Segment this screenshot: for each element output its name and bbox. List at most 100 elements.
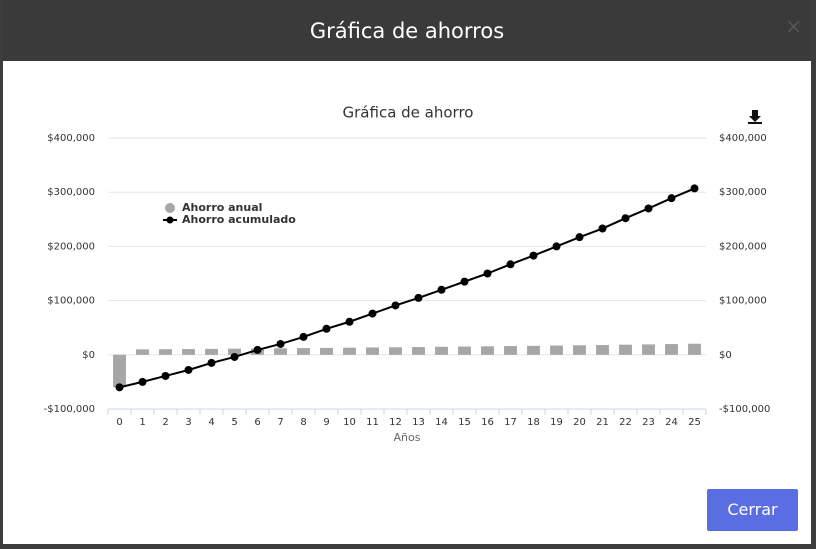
x-tick-label: 13 xyxy=(412,417,425,428)
legend-marker xyxy=(166,216,174,224)
bar xyxy=(113,354,126,388)
point xyxy=(529,251,538,260)
legend-marker xyxy=(165,203,175,213)
bar xyxy=(389,347,402,355)
point xyxy=(621,214,630,223)
x-tick-label: 21 xyxy=(596,417,609,428)
bar xyxy=(182,349,195,355)
x-tick-label: 15 xyxy=(458,417,471,428)
point xyxy=(506,260,515,269)
x-tick-label: 7 xyxy=(277,417,283,428)
point xyxy=(575,233,584,242)
point xyxy=(644,204,653,213)
x-axis-label: Años xyxy=(394,431,421,444)
point xyxy=(437,285,446,294)
x-tick-label: 24 xyxy=(665,417,678,428)
y-tick-label: $300,000 xyxy=(47,187,95,198)
x-tick-label: 14 xyxy=(435,417,448,428)
point xyxy=(138,377,147,386)
x-tick-label: 20 xyxy=(573,417,586,428)
x-tick-label: 12 xyxy=(389,417,402,428)
bar xyxy=(573,345,586,355)
grid xyxy=(108,137,706,410)
point xyxy=(414,293,423,302)
x-tick-label: 16 xyxy=(481,417,494,428)
x-tick-label: 3 xyxy=(185,417,191,428)
chart-title: Gráfica de ahorro xyxy=(343,104,474,122)
y2-tick-label: $100,000 xyxy=(719,296,767,307)
x-tick-label: 2 xyxy=(162,417,168,428)
y-tick-label: $200,000 xyxy=(47,241,95,252)
bar xyxy=(642,344,655,355)
bar xyxy=(435,346,448,355)
bar xyxy=(596,344,609,355)
point xyxy=(552,242,561,251)
point xyxy=(253,345,262,354)
y-tick-label: $400,000 xyxy=(47,133,95,144)
x-tick-label: 5 xyxy=(231,417,237,428)
x-tick-label: 10 xyxy=(343,417,356,428)
x-tick-label: 9 xyxy=(323,417,329,428)
x-tick-label: 18 xyxy=(527,417,540,428)
point xyxy=(322,324,331,333)
point xyxy=(391,301,400,310)
point xyxy=(184,365,193,374)
point xyxy=(667,194,676,203)
download-icon[interactable] xyxy=(748,110,762,124)
x-tick-label: 17 xyxy=(504,417,517,428)
x-tick-label: 19 xyxy=(550,417,563,428)
point xyxy=(690,184,699,193)
x-tick-label: 25 xyxy=(688,417,701,428)
bar xyxy=(343,347,356,355)
y-tick-label: -$100,000 xyxy=(44,404,95,415)
y-tick-label: $100,000 xyxy=(47,296,95,307)
point xyxy=(161,371,170,380)
point xyxy=(483,269,492,278)
y-tick-label: $0 xyxy=(82,350,95,361)
bar xyxy=(228,348,241,355)
bar xyxy=(159,349,172,355)
y2-tick-label: $0 xyxy=(719,350,732,361)
close-button[interactable]: × xyxy=(785,14,802,38)
x-tick-label: 1 xyxy=(139,417,145,428)
bar xyxy=(297,348,310,355)
point xyxy=(276,339,285,348)
x-tick-label: 4 xyxy=(208,417,214,428)
y2-tick-label: $400,000 xyxy=(719,133,767,144)
point xyxy=(207,358,216,367)
point xyxy=(299,332,308,341)
x-tick-label: 23 xyxy=(642,417,655,428)
bar xyxy=(458,346,471,355)
modal-title: Gráfica de ahorros xyxy=(3,0,811,61)
y2-tick-label: $200,000 xyxy=(719,241,767,252)
bar xyxy=(504,346,517,355)
bar xyxy=(688,343,701,355)
point xyxy=(230,352,239,361)
bar xyxy=(136,349,149,355)
bar xyxy=(481,346,494,355)
point xyxy=(345,317,354,326)
bar xyxy=(274,348,287,355)
bar xyxy=(205,348,218,355)
x-tick-label: 11 xyxy=(366,417,379,428)
bar xyxy=(665,344,678,355)
bar xyxy=(619,344,632,355)
legend-label: Ahorro anual xyxy=(182,201,262,214)
y2-tick-label: -$100,000 xyxy=(719,404,770,415)
point xyxy=(115,383,124,392)
bar xyxy=(550,345,563,355)
bar xyxy=(320,347,333,355)
x-tick-label: 8 xyxy=(300,417,306,428)
y2-tick-label: $300,000 xyxy=(719,187,767,198)
bar xyxy=(412,347,425,355)
legend-label: Ahorro acumulado xyxy=(182,213,296,226)
point xyxy=(598,224,607,233)
bar xyxy=(366,347,379,355)
point xyxy=(460,277,469,286)
bar xyxy=(527,345,540,355)
close-modal-button[interactable]: Cerrar xyxy=(707,489,798,531)
point xyxy=(368,309,377,318)
x-tick-label: 6 xyxy=(254,417,260,428)
